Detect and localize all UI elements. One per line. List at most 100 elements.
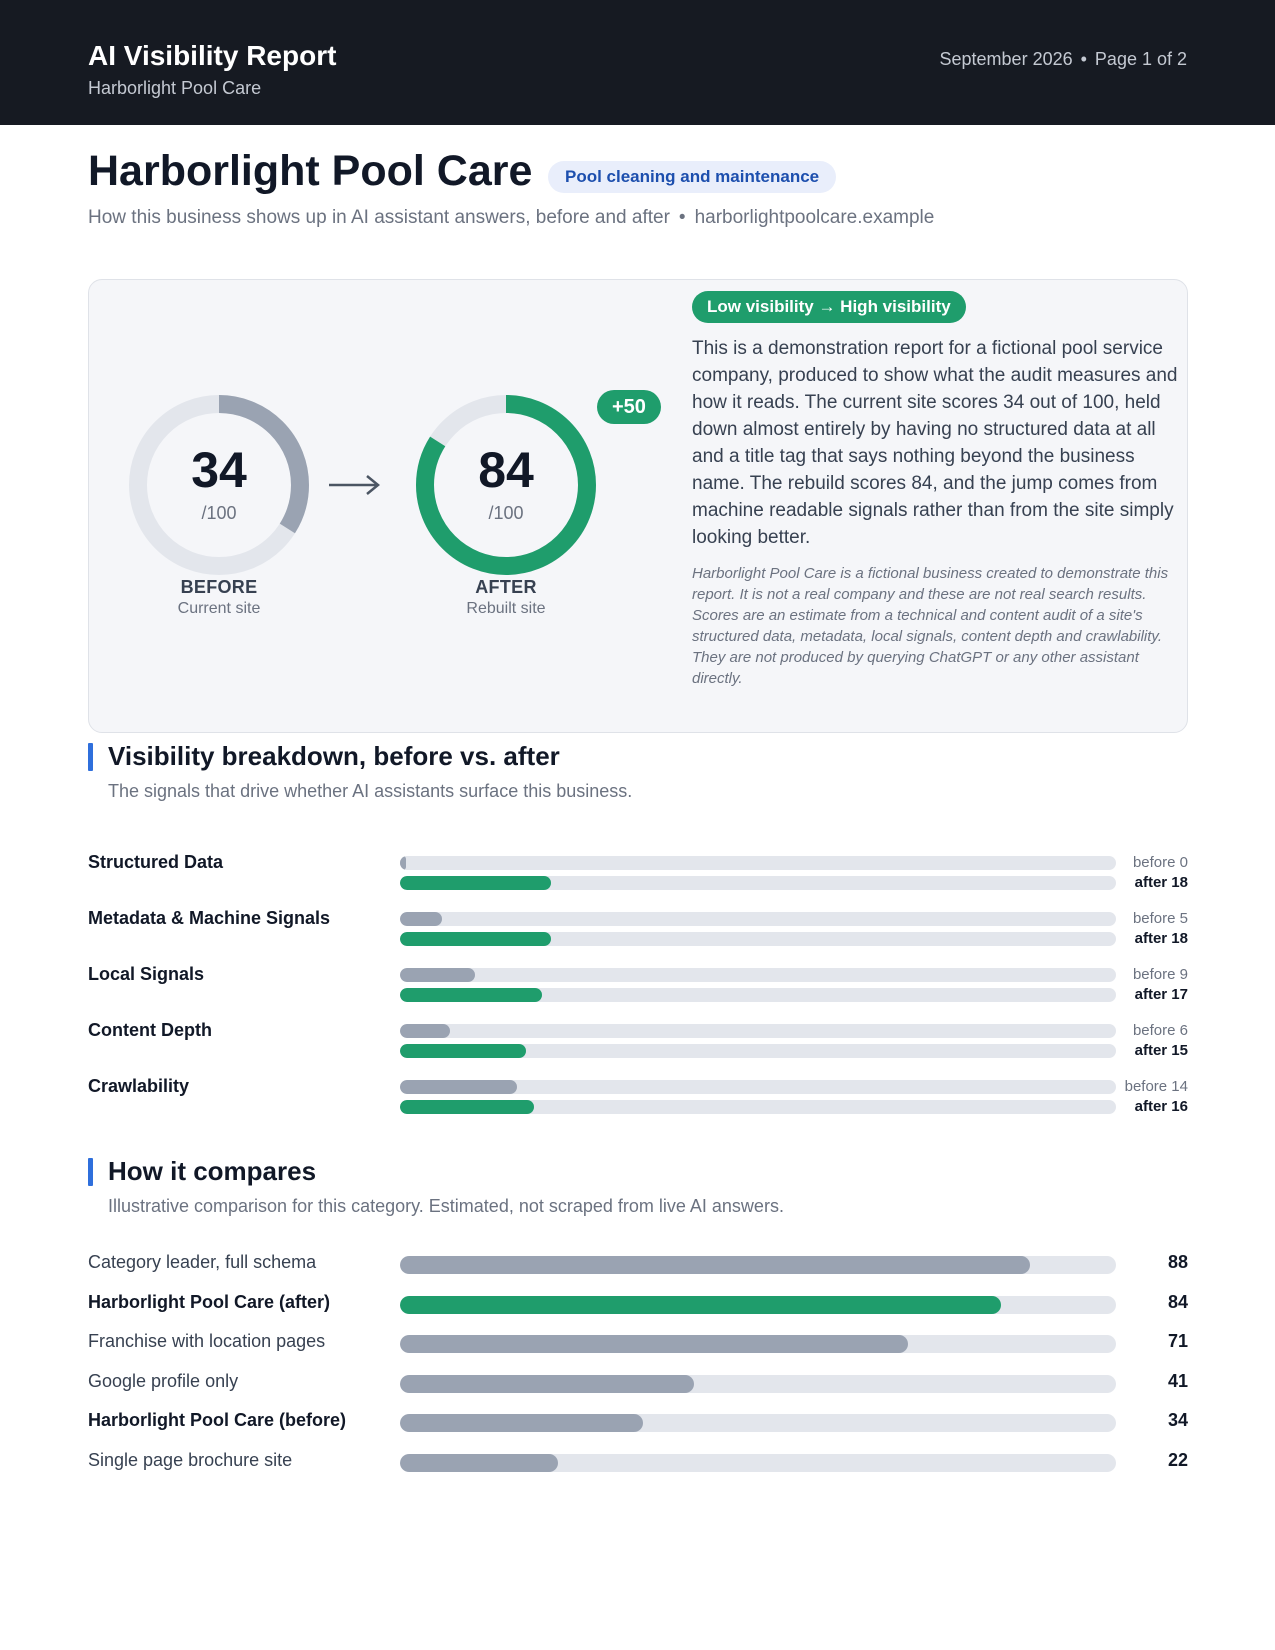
after-bar [400, 1044, 526, 1058]
after-bar-track [400, 988, 1116, 1002]
after-value: after 15 [1134, 1042, 1188, 1059]
before-value: before 9 [1132, 966, 1188, 983]
meta-separator: • [1080, 49, 1087, 69]
before-value: before 14 [1124, 1078, 1188, 1095]
report-meta: September 2026 • Page 1 of 2 [940, 49, 1187, 70]
breakdown-row: Metadata & Machine Signals before 5 after … [88, 908, 1188, 964]
comparison-value: 84 [1167, 1292, 1188, 1312]
breakdown-row: Content Depth before 6 after 15 [88, 1020, 1188, 1076]
visibility-change-badge: Low visibility → High visibility [692, 291, 966, 323]
after-bar [400, 932, 551, 946]
comparison-row: Category leader, full schema 88 [88, 1252, 1188, 1282]
comparison-row: Harborlight Pool Care (before) 34 [88, 1410, 1188, 1440]
comparison-value: 71 [1167, 1331, 1188, 1351]
comparison-value: 41 [1167, 1371, 1188, 1391]
comparison-row-label: Category leader, full schema [88, 1252, 317, 1272]
comparison-row-label: Harborlight Pool Care (after) [88, 1292, 331, 1312]
category-badge: Pool cleaning and maintenance [548, 161, 837, 193]
after-caption: Rebuilt site [466, 600, 546, 617]
after-bar-track [400, 1044, 1116, 1058]
comparison-bar [400, 1454, 558, 1472]
comparison-row-label: Harborlight Pool Care (before) [88, 1410, 347, 1430]
comparison-bar [400, 1256, 1031, 1274]
comparison-bar [400, 1296, 1002, 1314]
comparison-row-label: Single page brochure site [88, 1450, 293, 1470]
report-title: AI Visibility Report [88, 40, 337, 71]
after-ring-arc [416, 395, 596, 575]
section-accent-bar [88, 1158, 93, 1186]
after-score-max: /100 [488, 503, 524, 523]
comparison-row: Single page brochure site 22 [88, 1450, 1188, 1480]
after-bar [400, 1100, 535, 1114]
arrow-right-icon [329, 475, 380, 495]
business-name: Harborlight Pool Care [88, 147, 533, 195]
after-bar-track [400, 932, 1116, 946]
comparison-bar [400, 1414, 644, 1432]
comparison-bar-track [400, 1296, 1116, 1314]
before-bar [400, 968, 476, 982]
before-bar [400, 856, 406, 870]
before-bar [400, 912, 442, 926]
after-bar [400, 988, 543, 1002]
comparison-value: 88 [1167, 1252, 1188, 1272]
before-ring-graphic [129, 395, 309, 575]
score-summary: This is a demonstration report for a fic… [692, 338, 1178, 548]
comparison-row-label: Google profile only [88, 1371, 239, 1391]
after-score-ring: 84 /100 [416, 395, 596, 575]
report-date: September 2026 [939, 49, 1073, 69]
breakdown-row-label: Local Signals [88, 964, 205, 984]
score-card: 34 /100 BEFORE Current site 84 /100 AFTE… [88, 279, 1188, 733]
comparison-subtitle: Illustrative comparison for this categor… [108, 1196, 784, 1216]
breakdown-title: Visibility breakdown, before vs. after [108, 741, 560, 771]
comparison-bar-track [400, 1454, 1116, 1472]
after-value: after 18 [1134, 930, 1188, 947]
before-bar [400, 1024, 451, 1038]
business-tagline-line: How this business shows up in AI assista… [88, 207, 934, 229]
comparison-bar [400, 1335, 909, 1353]
breakdown-row-label: Content Depth [88, 1020, 212, 1040]
breakdown-row: Structured Data before 0 after 18 [88, 852, 1188, 908]
after-bar-track [400, 1100, 1116, 1114]
before-score-ring: 34 /100 [129, 395, 309, 575]
comparison-row-label: Franchise with location pages [88, 1331, 326, 1351]
before-caption: Current site [177, 600, 261, 617]
before-label: BEFORE [180, 577, 258, 597]
breakdown-row: Local Signals before 9 after 17 [88, 964, 1188, 1020]
after-bar-track [400, 876, 1116, 890]
comparison-bar-track [400, 1375, 1116, 1393]
comparison-title: How it compares [108, 1156, 317, 1186]
before-bar-track [400, 1024, 1116, 1038]
breakdown-row-label: Metadata & Machine Signals [88, 908, 331, 928]
before-bar-track [400, 856, 1116, 870]
business-domain: harborlightpoolcare.example [694, 207, 935, 228]
before-value: before 0 [1132, 854, 1188, 871]
comparison-row: Harborlight Pool Care (after) 84 [88, 1292, 1188, 1322]
tagline-separator: • [678, 207, 686, 228]
after-value: after 16 [1134, 1098, 1188, 1115]
business-tagline: How this business shows up in AI assista… [88, 207, 670, 228]
comparison-bar-track [400, 1414, 1116, 1432]
before-value: before 5 [1132, 910, 1188, 927]
breakdown-row: Crawlability before 14 after 16 [88, 1076, 1188, 1132]
after-label: AFTER [475, 577, 537, 597]
before-bar-track [400, 1080, 1116, 1094]
after-score-value: 84 [478, 442, 534, 498]
report-subtitle: Harborlight Pool Care [88, 78, 262, 98]
before-bar-track [400, 968, 1116, 982]
before-bar-track [400, 912, 1116, 926]
before-score-value: 34 [191, 442, 247, 498]
after-value: after 18 [1134, 874, 1188, 891]
score-delta-badge: +50 [597, 390, 661, 424]
section-accent-bar [88, 743, 93, 771]
breakdown-row-label: Crawlability [88, 1076, 190, 1096]
disclaimer: Harborlight Pool Care is a fictional bus… [692, 565, 1169, 687]
comparison-bar-track [400, 1256, 1116, 1274]
before-value: before 6 [1132, 1022, 1188, 1039]
after-value: after 17 [1134, 986, 1188, 1003]
comparison-value: 22 [1167, 1450, 1188, 1470]
before-bar [400, 1080, 518, 1094]
breakdown-subtitle: The signals that drive whether AI assist… [108, 781, 633, 801]
after-bar [400, 876, 551, 890]
comparison-value: 34 [1167, 1410, 1188, 1430]
comparison-row: Google profile only 41 [88, 1371, 1188, 1401]
